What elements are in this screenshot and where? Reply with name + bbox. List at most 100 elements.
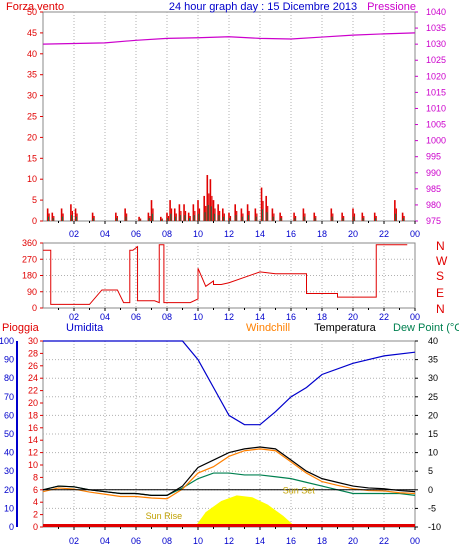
x-tick-label: 00 (410, 312, 420, 322)
temperature-y-tick-label: 20 (428, 410, 438, 420)
x-tick-label: 22 (379, 229, 389, 239)
wind-x-ticks: 02 04 06 08 10 12 14 16 18 20 22 00 (58, 221, 420, 239)
x-tick-label: 22 (379, 536, 389, 546)
direction-grid (43, 243, 415, 308)
pressure-y-tick-label: 1020 (426, 71, 446, 81)
rain-y-tick-label: 0 (33, 522, 38, 532)
humidity-y-tick-label: 70 (4, 392, 14, 402)
x-tick-label: 10 (193, 229, 203, 239)
direction-label-n-bottom: N (436, 302, 445, 316)
pressure-y-tick-label: 1040 (426, 7, 446, 17)
direction-y-tick-label: 270 (22, 254, 37, 264)
legend-windchill: Windchill (246, 322, 290, 334)
wind-grid (73, 12, 385, 221)
wind-y-tick-label: 20 (27, 132, 37, 142)
sun-radiation-area (194, 495, 296, 527)
pressure-y-ticks: 975 980 985 990 995 1000 1005 1010 1015 1020 1025 1… (415, 7, 446, 226)
x-tick-label: 08 (162, 536, 172, 546)
direction-y-tick-label: 360 (22, 238, 37, 248)
humidity-y-ticks: 0 10 20 30 40 50 60 70 80 90 100 (0, 336, 18, 532)
x-tick-label: 10 (193, 536, 203, 546)
rain-y-tick-label: 16 (28, 423, 38, 433)
humidity-y-tick-label: 0 (9, 522, 14, 532)
humidity-series-line (43, 340, 416, 426)
direction-label-w: W (436, 254, 448, 268)
wind-y-ticks: 0 5 10 15 20 25 30 35 40 45 50 (27, 7, 43, 226)
wind-axis-title: Forza vento (6, 1, 64, 13)
direction-label-e: E (436, 286, 444, 300)
rain-y-tick-label: 10 (28, 460, 38, 470)
rain-y-tick-label: 26 (28, 361, 38, 371)
x-tick-label: 14 (255, 312, 265, 322)
x-tick-label: 20 (348, 229, 358, 239)
chart-title: 24 hour graph day : 15 Dicembre 2013 (169, 1, 357, 13)
x-tick-label: 18 (317, 312, 327, 322)
wind-y-tick-label: 40 (27, 49, 37, 59)
rain-y-tick-label: 6 (33, 485, 38, 495)
temperature-y-tick-label: 40 (428, 336, 438, 346)
x-tick-label: 06 (131, 229, 141, 239)
temperature-y-tick-label: 0 (428, 485, 433, 495)
wind-y-tick-label: 15 (27, 153, 37, 163)
direction-x-ticks: 02 04 06 08 10 12 14 16 18 20 22 00 (58, 308, 420, 322)
legend-temperatura: Temperatura (314, 322, 377, 334)
legend-umidita: Umidita (66, 322, 104, 334)
pressure-y-tick-label: 995 (426, 152, 441, 162)
legend-pioggia: Pioggia (2, 322, 40, 334)
humidity-y-tick-label: 50 (4, 429, 14, 439)
rain-y-tick-label: 18 (28, 410, 38, 420)
x-tick-label: 06 (131, 312, 141, 322)
rain-y-tick-label: 4 (33, 497, 38, 507)
pressure-y-tick-label: 980 (426, 200, 441, 210)
wind-y-tick-label: 30 (27, 91, 37, 101)
rain-y-tick-label: 22 (28, 386, 38, 396)
wind-y-tick-label: 10 (27, 174, 37, 184)
humidity-y-tick-label: 90 (4, 355, 14, 365)
pressure-series-line (42, 32, 416, 45)
wind-y-tick-label: 45 (27, 28, 37, 38)
x-tick-label: 14 (255, 229, 265, 239)
temperature-series-line (42, 446, 416, 496)
x-tick-label: 02 (69, 229, 79, 239)
pressure-y-tick-label: 975 (426, 216, 441, 226)
x-tick-label: 10 (193, 312, 203, 322)
x-tick-label: 08 (162, 229, 172, 239)
humidity-y-tick-label: 30 (4, 466, 14, 476)
rain-y-tick-label: 2 (33, 510, 38, 520)
x-tick-label: 04 (100, 229, 110, 239)
pressure-y-tick-label: 1010 (426, 103, 446, 113)
temperature-y-tick-label: 10 (428, 448, 438, 458)
wind-y-tick-label: 0 (32, 216, 37, 226)
humidity-y-tick-label: 100 (0, 336, 14, 346)
legend-dewpoint: Dew Point (°C (393, 322, 459, 334)
x-tick-label: 02 (69, 312, 79, 322)
x-tick-label: 22 (379, 312, 389, 322)
temperature-y-tick-label: -5 (428, 503, 436, 513)
wind-direction-line (43, 244, 408, 305)
humidity-y-tick-label: 20 (4, 485, 14, 495)
temperature-y-tick-label: 35 (428, 355, 438, 365)
humidity-y-tick-label: 80 (4, 373, 14, 383)
x-tick-label: 16 (286, 536, 296, 546)
humidity-y-tick-label: 10 (4, 503, 14, 513)
x-tick-label: 08 (162, 312, 172, 322)
temperature-y-tick-label: 30 (428, 373, 438, 383)
x-tick-label: 02 (69, 536, 79, 546)
humidity-y-tick-label: 60 (4, 410, 14, 420)
wind-gust-bars (46, 175, 405, 221)
x-tick-label: 06 (131, 536, 141, 546)
x-tick-label: 12 (224, 536, 234, 546)
direction-y-ticks: 0 90 180 270 360 (22, 238, 43, 313)
rain-y-tick-label: 24 (28, 373, 38, 383)
direction-y-tick-label: 0 (32, 303, 37, 313)
sunset-label: Sun Set (283, 486, 316, 496)
wind-y-tick-label: 50 (27, 7, 37, 17)
pressure-y-tick-label: 1025 (426, 55, 446, 65)
x-tick-label: 18 (317, 536, 327, 546)
temperature-y-tick-label: 15 (428, 429, 438, 439)
rain-y-tick-label: 14 (28, 435, 38, 445)
x-tick-label: 00 (410, 229, 420, 239)
x-tick-label: 20 (348, 312, 358, 322)
